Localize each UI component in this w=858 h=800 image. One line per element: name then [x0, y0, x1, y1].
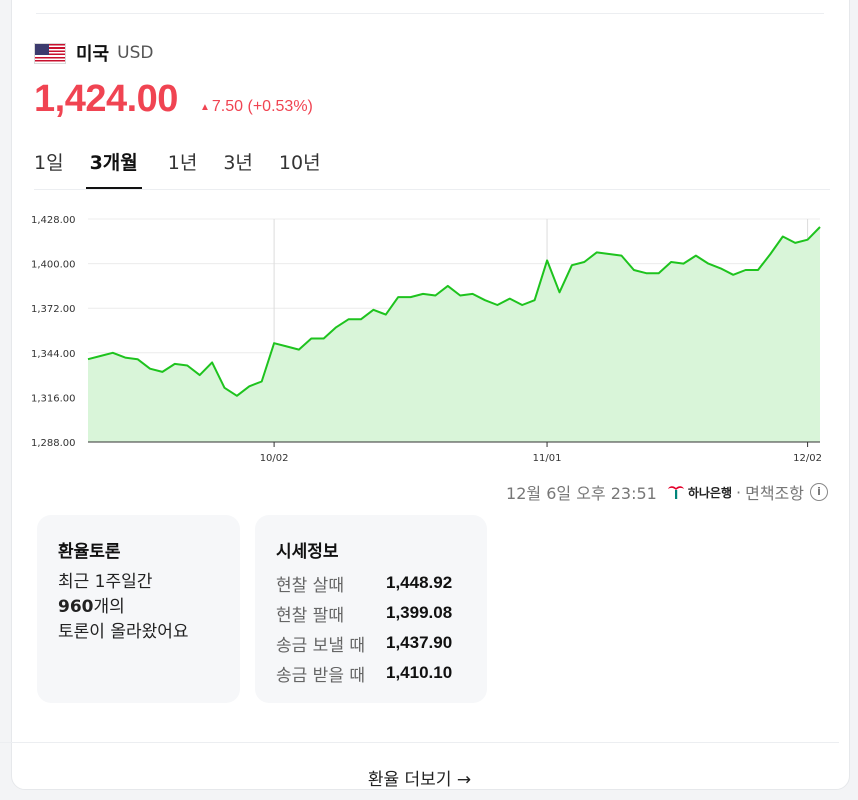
market-info-row: 송금 받을 때 1,410.10 [276, 658, 452, 688]
exchange-rate-value: 1,424.00 [34, 78, 178, 120]
rate-change: ▲ 7.50 (+0.53%) [200, 98, 313, 116]
info-icon[interactable]: i [810, 483, 828, 501]
row-label: 송금 받을 때 [276, 665, 366, 686]
x-tick-label: 11/01 [533, 453, 562, 464]
period-tabs: 1일 3개월 1년 3년 10년 [34, 148, 347, 189]
forum-title: 환율토론 [58, 542, 121, 562]
tab-10-years[interactable]: 10년 [278, 152, 321, 174]
forum-line-2: 960개의 [58, 595, 189, 620]
chart-area-fill [88, 227, 820, 442]
hana-bank-logo-icon [667, 486, 684, 499]
source-info: 12월 6일 오후 23:51 하나은행 · 면책조항 i [506, 480, 828, 504]
tab-divider [34, 189, 830, 190]
y-tick-label: 1,428.00 [31, 215, 76, 226]
row-label: 송금 보낼 때 [276, 635, 366, 656]
change-amount: 7.50 [211, 98, 244, 115]
change-percent: (+0.53%) [247, 98, 313, 115]
market-info-rows: 현찰 살때 1,448.92 현찰 팔때 1,399.08 송금 보낼 때 1,… [276, 568, 452, 688]
market-info-row: 송금 보낼 때 1,437.90 [276, 628, 452, 658]
chart-series-line [87, 226, 821, 397]
forum-count-suffix: 개의 [93, 597, 125, 617]
us-flag-icon [34, 42, 66, 64]
top-divider [36, 13, 824, 14]
tab-1-year[interactable]: 1년 [167, 152, 198, 174]
country-header: 미국 USD [34, 40, 153, 66]
x-tick-label: 12/02 [793, 453, 822, 464]
row-label: 현찰 팔때 [276, 605, 344, 626]
up-triangle-icon: ▲ [200, 102, 210, 113]
bank-name: 하나은행 [667, 484, 732, 501]
x-tick-label: 10/02 [260, 453, 289, 464]
exchange-rate-chart[interactable]: 1,428.00 1,400.00 1,372.00 1,344.00 1,316.00… [30, 205, 830, 470]
market-info-title: 시세정보 [276, 542, 339, 562]
y-tick-label: 1,344.00 [31, 349, 76, 360]
tab-3-months[interactable]: 3개월 [85, 148, 142, 189]
y-tick-label: 1,372.00 [31, 304, 76, 315]
row-label: 현찰 살때 [276, 575, 344, 596]
forum-summary: 최근 1주일간 960개의 토론이 올라왔어요 [58, 570, 189, 645]
y-tick-label: 1,316.00 [31, 393, 76, 404]
market-info-box: 시세정보 현찰 살때 1,448.92 현찰 팔때 1,399.08 송금 보낼… [255, 515, 487, 703]
tab-3-years[interactable]: 3년 [223, 152, 253, 174]
separator-dot: · [736, 482, 742, 502]
row-value: 1,410.10 [386, 663, 453, 682]
forum-count: 960 [58, 597, 94, 617]
forum-line-1: 최근 1주일간 [58, 572, 153, 592]
forum-box[interactable]: 환율토론 최근 1주일간 960개의 토론이 올라왔어요 [37, 515, 240, 703]
more-exchange-rates-link[interactable]: 환율 더보기 → [367, 770, 472, 790]
currency-code: USD [117, 43, 154, 63]
market-info-row: 현찰 팔때 1,399.08 [276, 598, 452, 628]
y-tick-label: 1,288.00 [31, 438, 76, 449]
update-timestamp: 12월 6일 오후 23:51 [506, 484, 657, 503]
bank-label: 하나은행 [687, 485, 733, 500]
disclaimer-link[interactable]: 면책조항 [745, 484, 804, 503]
row-value: 1,437.90 [386, 633, 453, 652]
row-value: 1,448.92 [386, 573, 453, 592]
row-value: 1,399.08 [386, 603, 453, 622]
bottom-divider [0, 742, 839, 743]
tab-1-day[interactable]: 1일 [34, 152, 64, 174]
forum-line-3: 토론이 올라왔어요 [58, 622, 189, 642]
market-info-row: 현찰 살때 1,448.92 [276, 568, 452, 598]
y-tick-label: 1,400.00 [31, 260, 76, 271]
country-name: 미국 [76, 44, 110, 65]
